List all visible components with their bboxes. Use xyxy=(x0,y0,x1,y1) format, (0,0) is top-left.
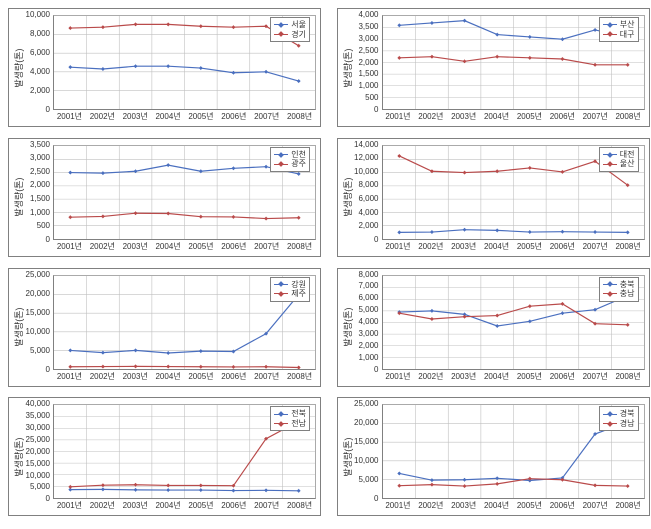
y-axis-label: 발생량(톤) xyxy=(12,307,25,346)
legend: 전북전남 xyxy=(270,406,310,431)
legend-label: 경기 xyxy=(291,30,306,40)
legend-item: 강원 xyxy=(274,280,306,290)
legend-item: 제주 xyxy=(274,289,306,299)
legend-item: 대전 xyxy=(603,150,635,160)
legend-label: 대전 xyxy=(620,150,635,160)
legend-label: 전남 xyxy=(291,419,306,429)
x-axis-ticks: 2001년2002년2003년2004년2005년2006년2007년2008년 xyxy=(382,502,645,514)
legend-item: 충남 xyxy=(603,289,635,299)
legend-label: 광주 xyxy=(291,159,306,169)
legend-item: 경기 xyxy=(274,30,306,40)
legend: 대전울산 xyxy=(599,147,639,172)
legend-label: 경남 xyxy=(620,419,635,429)
y-axis-label: 발생량(톤) xyxy=(341,48,354,87)
chart-panel: 05,00010,00015,00020,00025,000발생량(톤)2001… xyxy=(8,268,321,387)
legend-item: 부산 xyxy=(603,20,635,30)
chart-panel: 02,0004,0006,0008,00010,00012,00014,000발… xyxy=(337,138,650,257)
x-axis-ticks: 2001년2002년2003년2004년2005년2006년2007년2008년 xyxy=(382,113,645,125)
legend-label: 울산 xyxy=(620,159,635,169)
y-axis-label: 발생량(톤) xyxy=(12,178,25,217)
chart-panel: 05001,0001,5002,0002,5003,0003,5004,000발… xyxy=(337,8,650,127)
legend-item: 울산 xyxy=(603,159,635,169)
y-axis-label: 발생량(톤) xyxy=(12,437,25,476)
chart-panel: 05001,0001,5002,0002,5003,0003,500발생량(톤)… xyxy=(8,138,321,257)
chart-panel: 02,0004,0006,0008,00010,000발생량(톤)2001년20… xyxy=(8,8,321,127)
legend-label: 인천 xyxy=(291,150,306,160)
y-axis-label: 발생량(톤) xyxy=(341,307,354,346)
legend-label: 충북 xyxy=(620,280,635,290)
chart-grid: 02,0004,0006,0008,00010,000발생량(톤)2001년20… xyxy=(8,8,651,521)
y-axis-label: 발생량(톤) xyxy=(341,437,354,476)
legend-label: 경북 xyxy=(620,409,635,419)
x-axis-ticks: 2001년2002년2003년2004년2005년2006년2007년2008년 xyxy=(53,243,316,255)
x-axis-ticks: 2001년2002년2003년2004년2005년2006년2007년2008년 xyxy=(382,243,645,255)
legend: 경북경남 xyxy=(599,406,639,431)
legend-item: 광주 xyxy=(274,159,306,169)
legend-item: 인천 xyxy=(274,150,306,160)
chart-panel: 01,0002,0003,0004,0005,0006,0007,0008,00… xyxy=(337,268,650,387)
chart-panel: 05,00010,00015,00020,00025,00030,00035,0… xyxy=(8,397,321,516)
x-axis-ticks: 2001년2002년2003년2004년2005년2006년2007년2008년 xyxy=(53,502,316,514)
legend-label: 강원 xyxy=(291,280,306,290)
x-axis-ticks: 2001년2002년2003년2004년2005년2006년2007년2008년 xyxy=(53,113,316,125)
legend-item: 전남 xyxy=(274,419,306,429)
legend-label: 전북 xyxy=(291,409,306,419)
legend-label: 제주 xyxy=(291,289,306,299)
legend-item: 충북 xyxy=(603,280,635,290)
legend: 서울경기 xyxy=(270,17,310,42)
legend-item: 경남 xyxy=(603,419,635,429)
legend: 부산대구 xyxy=(599,17,639,42)
legend: 강원제주 xyxy=(270,277,310,302)
legend-label: 충남 xyxy=(620,289,635,299)
legend-label: 서울 xyxy=(291,20,306,30)
legend-item: 대구 xyxy=(603,30,635,40)
legend: 충북충남 xyxy=(599,277,639,302)
x-axis-ticks: 2001년2002년2003년2004년2005년2006년2007년2008년 xyxy=(382,373,645,385)
legend-item: 서울 xyxy=(274,20,306,30)
legend-label: 부산 xyxy=(620,20,635,30)
legend-item: 경북 xyxy=(603,409,635,419)
y-axis-label: 발생량(톤) xyxy=(341,178,354,217)
legend-label: 대구 xyxy=(620,30,635,40)
legend: 인천광주 xyxy=(270,147,310,172)
y-axis-label: 발생량(톤) xyxy=(12,48,25,87)
chart-panel: 05,00010,00015,00020,00025,000발생량(톤)2001… xyxy=(337,397,650,516)
x-axis-ticks: 2001년2002년2003년2004년2005년2006년2007년2008년 xyxy=(53,373,316,385)
legend-item: 전북 xyxy=(274,409,306,419)
